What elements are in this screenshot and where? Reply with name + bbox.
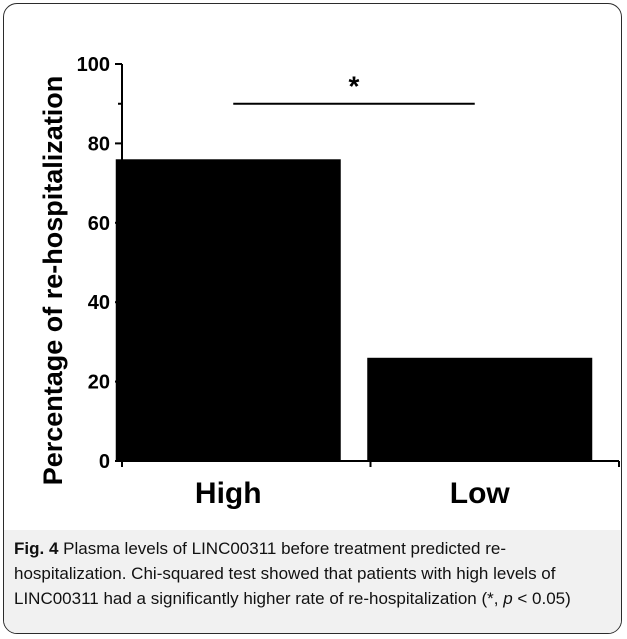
x-category-label-low: Low [450,477,511,510]
y-tick-label: 40 [88,292,110,314]
y-tick-label: 60 [88,213,110,235]
caption-text: Plasma levels of LINC00311 before treatm… [14,539,556,608]
caption-label: Fig. 4 [14,539,59,558]
figure-caption: Fig. 4 Plasma levels of LINC00311 before… [4,530,621,633]
chart-svg: 0 20 40 60 80 100 High Low Percentage of re-hosp… [38,54,620,510]
significance-layer: * [233,71,475,105]
caption-p-symbol: p [503,589,513,608]
y-tick-label: 0 [99,451,110,473]
x-category-label-high: High [195,477,262,510]
bars-layer [115,159,593,461]
significance-marker: * [349,71,360,102]
figure-frame: 0 20 40 60 80 100 High Low Percentage of re-hosp… [3,3,622,634]
labels-layer: 0 20 40 60 80 100 High Low Percentage of re-hosp… [38,54,510,510]
axis-layer [115,63,620,467]
y-tick-label: 100 [77,54,110,76]
bar-chart: 0 20 40 60 80 100 High Low Percentage of re-hosp… [4,4,621,530]
caption-text-end: < 0.05) [512,589,571,608]
y-axis-title: Percentage of re-hospitalization [38,76,68,486]
y-tick-label: 80 [88,133,110,155]
bar-low [367,357,593,461]
y-tick-label: 20 [88,372,110,394]
bar-high [115,159,341,461]
